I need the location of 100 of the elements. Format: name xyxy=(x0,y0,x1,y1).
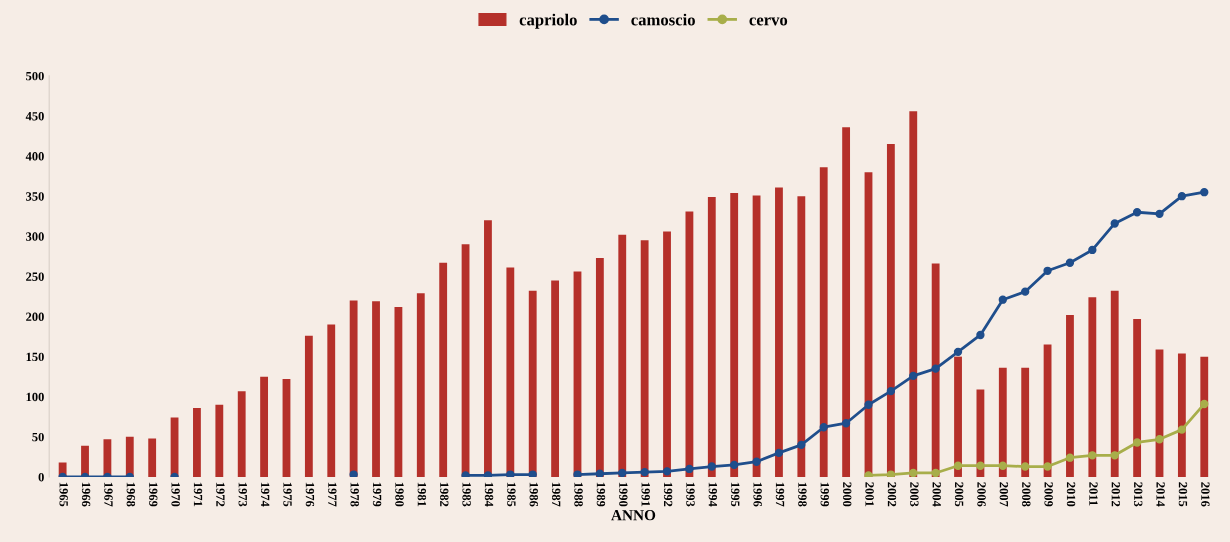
x-tick-label: 1967 xyxy=(104,482,113,507)
x-tick-label: 1988 xyxy=(574,482,583,507)
bar xyxy=(618,234,627,477)
point xyxy=(662,467,672,476)
x-tick-label: 1996 xyxy=(753,482,762,507)
x-tick-label: 1973 xyxy=(238,482,247,507)
point xyxy=(976,330,985,340)
bar xyxy=(551,280,560,477)
x-tick-label: 1978 xyxy=(350,482,359,507)
point xyxy=(774,448,784,458)
point xyxy=(886,386,896,396)
point xyxy=(797,440,806,450)
legend-label: camoscio xyxy=(631,13,695,26)
point xyxy=(1065,258,1075,267)
legend-label: cervo xyxy=(749,17,788,26)
y-tick-label: 100 xyxy=(26,392,44,402)
bar xyxy=(842,127,851,477)
bar xyxy=(595,257,604,477)
point xyxy=(640,467,649,477)
bar xyxy=(1021,367,1030,477)
x-tick-label: 1968 xyxy=(126,482,136,507)
bar xyxy=(663,231,671,477)
point xyxy=(909,468,918,477)
bar xyxy=(1177,353,1186,477)
bar xyxy=(416,293,425,477)
bar xyxy=(752,195,761,477)
bar xyxy=(730,193,739,477)
x-tick-label: 2012 xyxy=(1111,482,1121,507)
x-tick-label: 1984 xyxy=(484,482,494,507)
x-tick-label: 1983 xyxy=(462,482,471,507)
legend-label: capriolo xyxy=(519,13,577,29)
bar xyxy=(1110,290,1119,477)
x-tick-label: 1975 xyxy=(283,482,292,507)
y-tick-label: 400 xyxy=(25,152,44,161)
point xyxy=(506,470,515,477)
x-tick-label: 1991 xyxy=(641,482,650,507)
y-tick-label: 200 xyxy=(26,312,44,321)
x-tick-label: 2004 xyxy=(932,482,941,507)
x-tick-label: 2009 xyxy=(1044,482,1053,507)
point xyxy=(976,461,985,470)
x-tick-label: 1976 xyxy=(305,482,315,507)
point xyxy=(886,470,896,477)
x-axis-title: ANNO xyxy=(611,510,656,521)
bar xyxy=(909,111,918,477)
bar xyxy=(215,404,224,477)
x-tick-label: 2003 xyxy=(910,482,919,507)
bar xyxy=(775,187,783,477)
point xyxy=(349,470,358,477)
x-tick-label: 1987 xyxy=(551,482,561,507)
x-tick-label: 2013 xyxy=(1133,482,1143,507)
x-tick-label: 1977 xyxy=(328,482,337,507)
x-tick-label: 2008 xyxy=(1022,482,1031,507)
bar xyxy=(954,356,962,477)
bar xyxy=(707,197,716,477)
bar xyxy=(193,407,201,477)
bar xyxy=(125,436,134,477)
bar xyxy=(640,240,649,477)
point xyxy=(998,461,1007,470)
x-tick-label: 1985 xyxy=(507,482,516,507)
point xyxy=(685,464,694,474)
point xyxy=(752,457,761,466)
point xyxy=(1021,462,1030,471)
point xyxy=(1200,399,1209,409)
x-tick-label: 2016 xyxy=(1201,482,1210,507)
bar xyxy=(528,290,537,477)
x-tick-label: 1974 xyxy=(260,482,270,507)
bar xyxy=(237,391,246,477)
point xyxy=(707,462,716,471)
point xyxy=(864,400,873,409)
point xyxy=(1110,451,1119,460)
bar xyxy=(304,335,313,477)
x-tick-label: 1965 xyxy=(59,482,68,507)
bar xyxy=(685,211,694,477)
x-tick-label: 2000 xyxy=(842,482,852,507)
point xyxy=(1177,425,1187,434)
x-tick-label: 1999 xyxy=(820,482,829,507)
bar xyxy=(103,439,112,477)
bar xyxy=(439,262,448,477)
x-tick-label: 1990 xyxy=(619,482,628,507)
point xyxy=(931,468,940,477)
x-tick-label: 2002 xyxy=(887,482,897,507)
x-tick-label: 2005 xyxy=(954,482,964,507)
point xyxy=(953,461,963,470)
bar xyxy=(260,376,269,477)
bar xyxy=(349,300,358,477)
bar xyxy=(327,324,336,477)
point xyxy=(730,460,739,470)
point xyxy=(953,347,963,356)
bar xyxy=(1133,318,1142,477)
x-tick-label: 1997 xyxy=(775,482,785,507)
bar xyxy=(1200,356,1209,477)
point xyxy=(841,419,851,428)
bar xyxy=(148,438,157,477)
point xyxy=(1155,435,1164,444)
x-tick-label: 1986 xyxy=(529,482,539,507)
bar xyxy=(394,306,403,477)
point xyxy=(1021,287,1030,296)
point xyxy=(1088,451,1097,460)
x-tick-label: 1980 xyxy=(395,482,404,507)
point xyxy=(998,295,1007,304)
